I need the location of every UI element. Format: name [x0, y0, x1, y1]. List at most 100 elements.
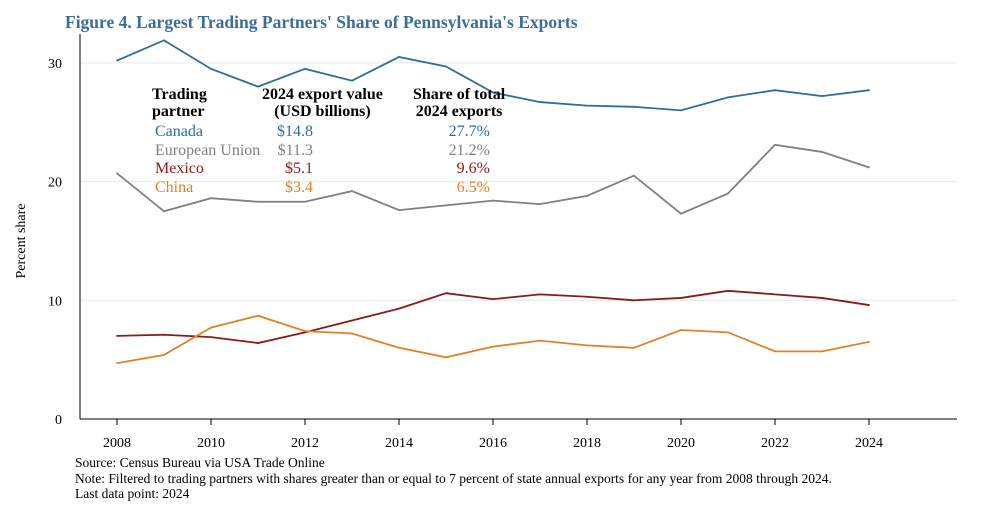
- data-point: [821, 151, 823, 153]
- data-point: [116, 172, 118, 175]
- data-point: [727, 96, 729, 99]
- data-point: [774, 143, 776, 146]
- data-point: [210, 326, 212, 329]
- data-point: [445, 65, 447, 68]
- data-point: [539, 101, 541, 103]
- x-tick-label: 2022: [761, 436, 789, 451]
- table-cell-partner: European Union: [155, 141, 261, 159]
- table-cell-value: $5.1: [285, 160, 313, 177]
- source-note: Source: Census Bureau via USA Trade Onli…: [75, 455, 325, 470]
- data-point: [257, 200, 259, 203]
- last-data-point: Last data point: 2024: [75, 486, 190, 501]
- data-point: [821, 297, 823, 299]
- data-point: [257, 85, 259, 88]
- data-point: [868, 304, 870, 306]
- data-point: [586, 295, 588, 298]
- table-header-share: Share of total 2024 exports: [413, 86, 506, 120]
- y-tick-label: 10: [48, 294, 62, 309]
- data-point: [774, 350, 776, 353]
- data-point: [868, 89, 870, 92]
- x-tick-label: 2024: [855, 436, 883, 451]
- x-tick-label: 2008: [103, 436, 131, 451]
- data-point: [727, 289, 729, 292]
- chart-title: Figure 4. Largest Trading Partners' Shar…: [65, 12, 578, 32]
- data-point: [116, 335, 118, 337]
- data-point: [633, 299, 635, 302]
- data-point: [727, 192, 729, 195]
- table-cell-partner: Canada: [155, 123, 203, 140]
- data-point: [492, 199, 494, 202]
- data-point: [539, 293, 541, 296]
- x-tick-label: 2010: [197, 436, 225, 451]
- data-point: [868, 340, 870, 343]
- data-point: [680, 297, 682, 299]
- x-tick-label: 2014: [385, 436, 413, 451]
- data-point: [351, 319, 353, 322]
- data-point: [351, 332, 353, 335]
- table-cell-partner: China: [155, 178, 194, 196]
- data-point: [398, 307, 400, 310]
- data-point: [116, 362, 118, 365]
- data-point: [586, 344, 588, 347]
- y-axis-label: Percent share: [14, 203, 29, 278]
- data-point: [821, 350, 823, 353]
- y-tick-label: 20: [48, 176, 62, 191]
- data-point: [304, 200, 306, 203]
- data-point: [868, 166, 870, 169]
- data-point: [492, 298, 494, 301]
- table-cell-value: $3.4: [285, 178, 313, 196]
- table-cell-partner: Mexico: [155, 160, 204, 177]
- data-point: [210, 336, 212, 338]
- filter-note: Note: Filtered to trading partners with …: [75, 470, 832, 486]
- data-point: [727, 331, 729, 334]
- data-point: [680, 109, 682, 112]
- data-point: [586, 104, 588, 107]
- x-tick-label: 2018: [573, 436, 601, 451]
- data-point: [539, 203, 541, 206]
- data-point: [163, 39, 165, 42]
- table-cell-share: 21.2%: [448, 141, 490, 159]
- table-cell-value: $11.3: [277, 141, 313, 159]
- data-point: [492, 91, 494, 94]
- data-point: [163, 354, 165, 356]
- y-tick-label: 30: [48, 57, 62, 72]
- notes: Source: Census Bureau via USA Trade Onli…: [75, 455, 832, 502]
- table-header-partner: Trading partner: [152, 86, 207, 120]
- table-header-value: 2024 export value (USD billions): [262, 86, 383, 120]
- data-point: [821, 95, 823, 98]
- data-point: [633, 105, 635, 108]
- data-point: [304, 67, 306, 70]
- table-cell-share: 9.6%: [456, 160, 490, 177]
- data-point: [163, 210, 165, 213]
- data-point: [586, 194, 588, 197]
- data-point: [210, 197, 212, 200]
- table-cell-share: 6.5%: [456, 178, 490, 196]
- data-point: [680, 212, 682, 215]
- y-tick-label: 0: [55, 413, 62, 428]
- x-tick-label: 2016: [479, 436, 507, 451]
- data-point: [633, 174, 635, 177]
- data-point: [257, 314, 259, 317]
- data-point: [398, 56, 400, 58]
- data-point: [351, 79, 353, 82]
- data-point: [398, 209, 400, 211]
- data-point: [774, 293, 776, 296]
- data-point: [539, 339, 541, 342]
- table-cell-share: 27.7%: [448, 123, 490, 140]
- data-point: [398, 346, 400, 349]
- table-cell-value: $14.8: [277, 123, 313, 140]
- data-point: [116, 59, 118, 62]
- data-point: [163, 333, 165, 336]
- data-point: [774, 89, 776, 92]
- data-point: [445, 292, 447, 295]
- data-point: [680, 329, 682, 331]
- x-tick-label: 2020: [667, 436, 695, 451]
- data-point: [445, 204, 447, 207]
- data-point: [445, 356, 447, 359]
- data-point: [257, 342, 259, 344]
- data-point: [210, 67, 212, 70]
- x-tick-label: 2012: [291, 436, 319, 451]
- data-point: [304, 330, 306, 333]
- data-point: [633, 346, 635, 349]
